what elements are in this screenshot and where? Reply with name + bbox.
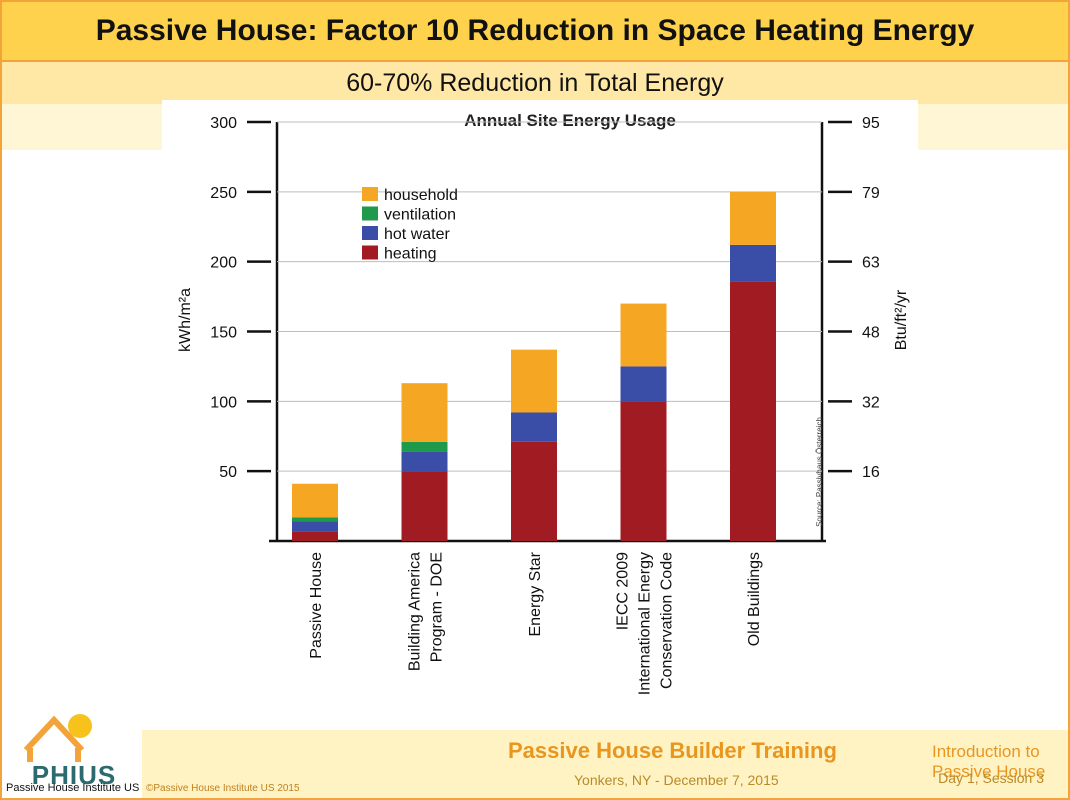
- category-label: Energy Star: [527, 551, 544, 636]
- bar-hot-water: [401, 451, 448, 472]
- left-tick-label: 200: [210, 255, 237, 272]
- logo-wordmark: PHIUS: [31, 760, 117, 790]
- slide-subtitle: 60-70% Reduction in Total Energy: [346, 68, 724, 97]
- source-note: Source: Passivhaus Österreich: [815, 417, 824, 527]
- bar-heating: [292, 531, 338, 541]
- right-tick-label: 32: [862, 394, 880, 411]
- bar-household: [620, 303, 667, 367]
- bar-household: [401, 383, 448, 442]
- org-name: Passive House Institute US: [6, 782, 140, 794]
- bar-heating: [620, 401, 667, 541]
- footer-band: Passive House Builder Training Yonkers, …: [142, 730, 1068, 798]
- bar-ventilation: [292, 517, 338, 522]
- category-label: Passive House: [308, 552, 325, 659]
- left-tick-label: 50: [219, 464, 237, 481]
- bar-hot-water: [292, 521, 338, 532]
- training-location: Yonkers, NY - December 7, 2015: [574, 772, 779, 788]
- bar-household: [730, 191, 776, 245]
- category-label: International Energy: [637, 552, 654, 695]
- bar-heating: [511, 441, 557, 541]
- legend-label: heating: [384, 246, 437, 263]
- legend-label: ventilation: [384, 207, 456, 224]
- category-label: Program - DOE: [429, 552, 446, 662]
- right-tick-label: 95: [862, 115, 880, 132]
- right-axis-label: Btu/ft²/yr: [893, 289, 910, 350]
- footer: Passive House Builder Training Yonkers, …: [2, 714, 1068, 798]
- chart-title: Annual Site Energy Usage: [464, 111, 676, 130]
- course-title: Introduction to Passive House: [932, 742, 1046, 781]
- bar-hot-water: [511, 412, 557, 442]
- right-tick-label: 63: [862, 255, 880, 272]
- energy-usage-chart: Annual Site Energy Usage 50 100 150 200 250 30…: [177, 111, 910, 695]
- legend-swatch: [362, 187, 378, 201]
- house-sun-logo-icon: [23, 714, 92, 762]
- bar-hot-water: [620, 366, 667, 402]
- subtitle-bar: 60-70% Reduction in Total Energy: [2, 62, 1068, 104]
- legend-swatch: [362, 206, 378, 221]
- copyright-text: ©Passive House Institute US 2015: [146, 783, 300, 794]
- right-tick-label: 79: [862, 185, 880, 202]
- category-label: Building America: [407, 552, 424, 671]
- bar-heating: [401, 471, 448, 541]
- slide-title: Passive House: Factor 10 Reduction in Sp…: [95, 14, 975, 47]
- legend-label: household: [384, 187, 458, 204]
- chart-area: Annual Site Energy Usage 50 100 150 200 250 30…: [162, 100, 918, 740]
- left-tick-label: 150: [210, 325, 237, 342]
- left-tick-label: 300: [210, 115, 237, 132]
- bar-household: [292, 483, 338, 518]
- category-label: Old Buildings: [746, 552, 763, 646]
- legend-label: hot water: [384, 226, 450, 243]
- training-title: Passive House Builder Training: [508, 738, 837, 763]
- bar-ventilation: [401, 441, 448, 452]
- left-tick-label: 100: [210, 394, 237, 411]
- bar-household: [511, 349, 557, 413]
- right-tick-label: 16: [862, 464, 880, 481]
- category-label: Conservation Code: [659, 552, 676, 689]
- session-label: Day 1, Session 3: [938, 770, 1044, 786]
- phius-logo: PHIUS: [8, 704, 140, 798]
- left-tick-label: 250: [210, 185, 237, 202]
- legend-swatch: [362, 245, 378, 260]
- bar-heating: [730, 281, 776, 541]
- title-bar: Passive House: Factor 10 Reduction in Sp…: [2, 2, 1068, 62]
- left-axis-label: kWh/m²a: [177, 288, 194, 352]
- category-label: IECC 2009: [615, 552, 632, 630]
- legend-swatch: [362, 226, 378, 240]
- bar-hot-water: [730, 244, 776, 282]
- right-tick-label: 48: [862, 325, 880, 342]
